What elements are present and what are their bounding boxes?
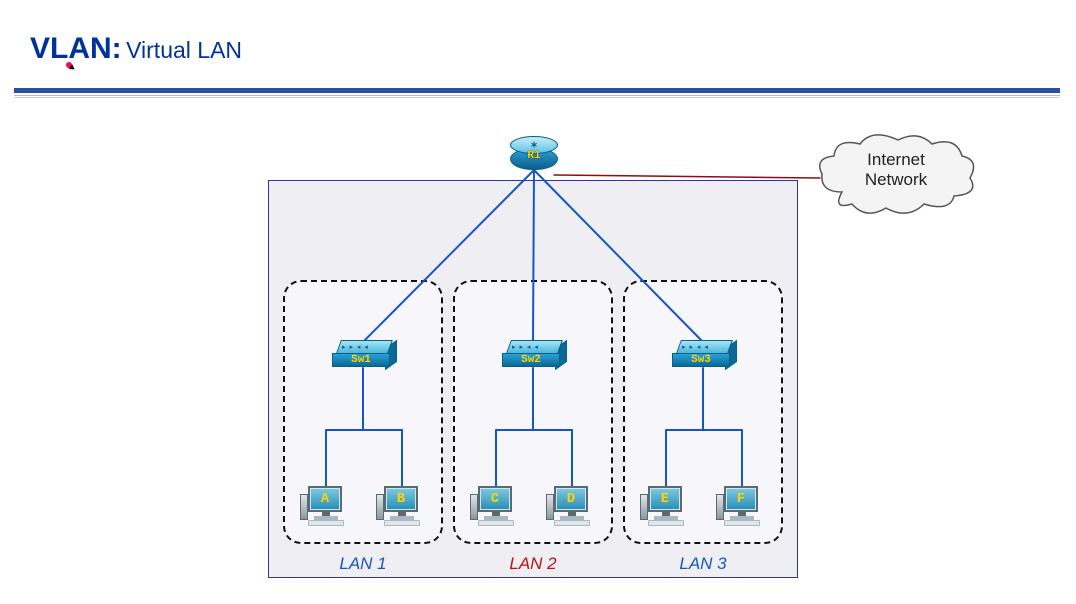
pc-icon-b: B bbox=[376, 486, 422, 528]
pc-icon-c: C bbox=[470, 486, 516, 528]
pc-icon-e: E bbox=[640, 486, 686, 528]
pc-label-c: C bbox=[481, 489, 509, 509]
network-diagram: LAN 1 LAN 2 LAN 3 ✶ R1 ▸ ▸ ◂ ◂ Sw1 ▸ ▸ ◂… bbox=[0, 130, 1076, 590]
pc-label-d: D bbox=[557, 489, 585, 509]
switch-icon-1: ▸ ▸ ◂ ◂ Sw1 bbox=[332, 340, 394, 374]
pc-label-f: F bbox=[727, 489, 755, 509]
title-hr bbox=[14, 88, 1060, 98]
pc-label-e: E bbox=[651, 489, 679, 509]
router-icon: ✶ R1 bbox=[510, 140, 558, 188]
page-title: VLAN: Virtual LAN bbox=[30, 32, 242, 66]
internet-cloud-icon: Internet Network bbox=[812, 132, 980, 222]
router-label: R1 bbox=[510, 150, 558, 162]
cloud-label-line2: Network bbox=[812, 170, 980, 190]
pc-label-b: B bbox=[387, 489, 415, 509]
pc-icon-f: F bbox=[716, 486, 762, 528]
switch-label-3: Sw3 bbox=[672, 354, 730, 366]
title-bold: VLAN: bbox=[30, 32, 122, 65]
switch-icon-2: ▸ ▸ ◂ ◂ Sw2 bbox=[502, 340, 564, 374]
lan-label-3: LAN 3 bbox=[623, 554, 783, 574]
cloud-label: Internet Network bbox=[812, 150, 980, 191]
lan-label-2: LAN 2 bbox=[453, 554, 613, 574]
switch-icon-3: ▸ ▸ ◂ ◂ Sw3 bbox=[672, 340, 734, 374]
cloud-label-line1: Internet bbox=[812, 150, 980, 170]
pc-icon-a: A bbox=[300, 486, 346, 528]
switch-label-1: Sw1 bbox=[332, 354, 390, 366]
switch-label-2: Sw2 bbox=[502, 354, 560, 366]
lan-label-1: LAN 1 bbox=[283, 554, 443, 574]
pc-label-a: A bbox=[311, 489, 339, 509]
title-sub: Virtual LAN bbox=[126, 37, 242, 63]
pc-icon-d: D bbox=[546, 486, 592, 528]
